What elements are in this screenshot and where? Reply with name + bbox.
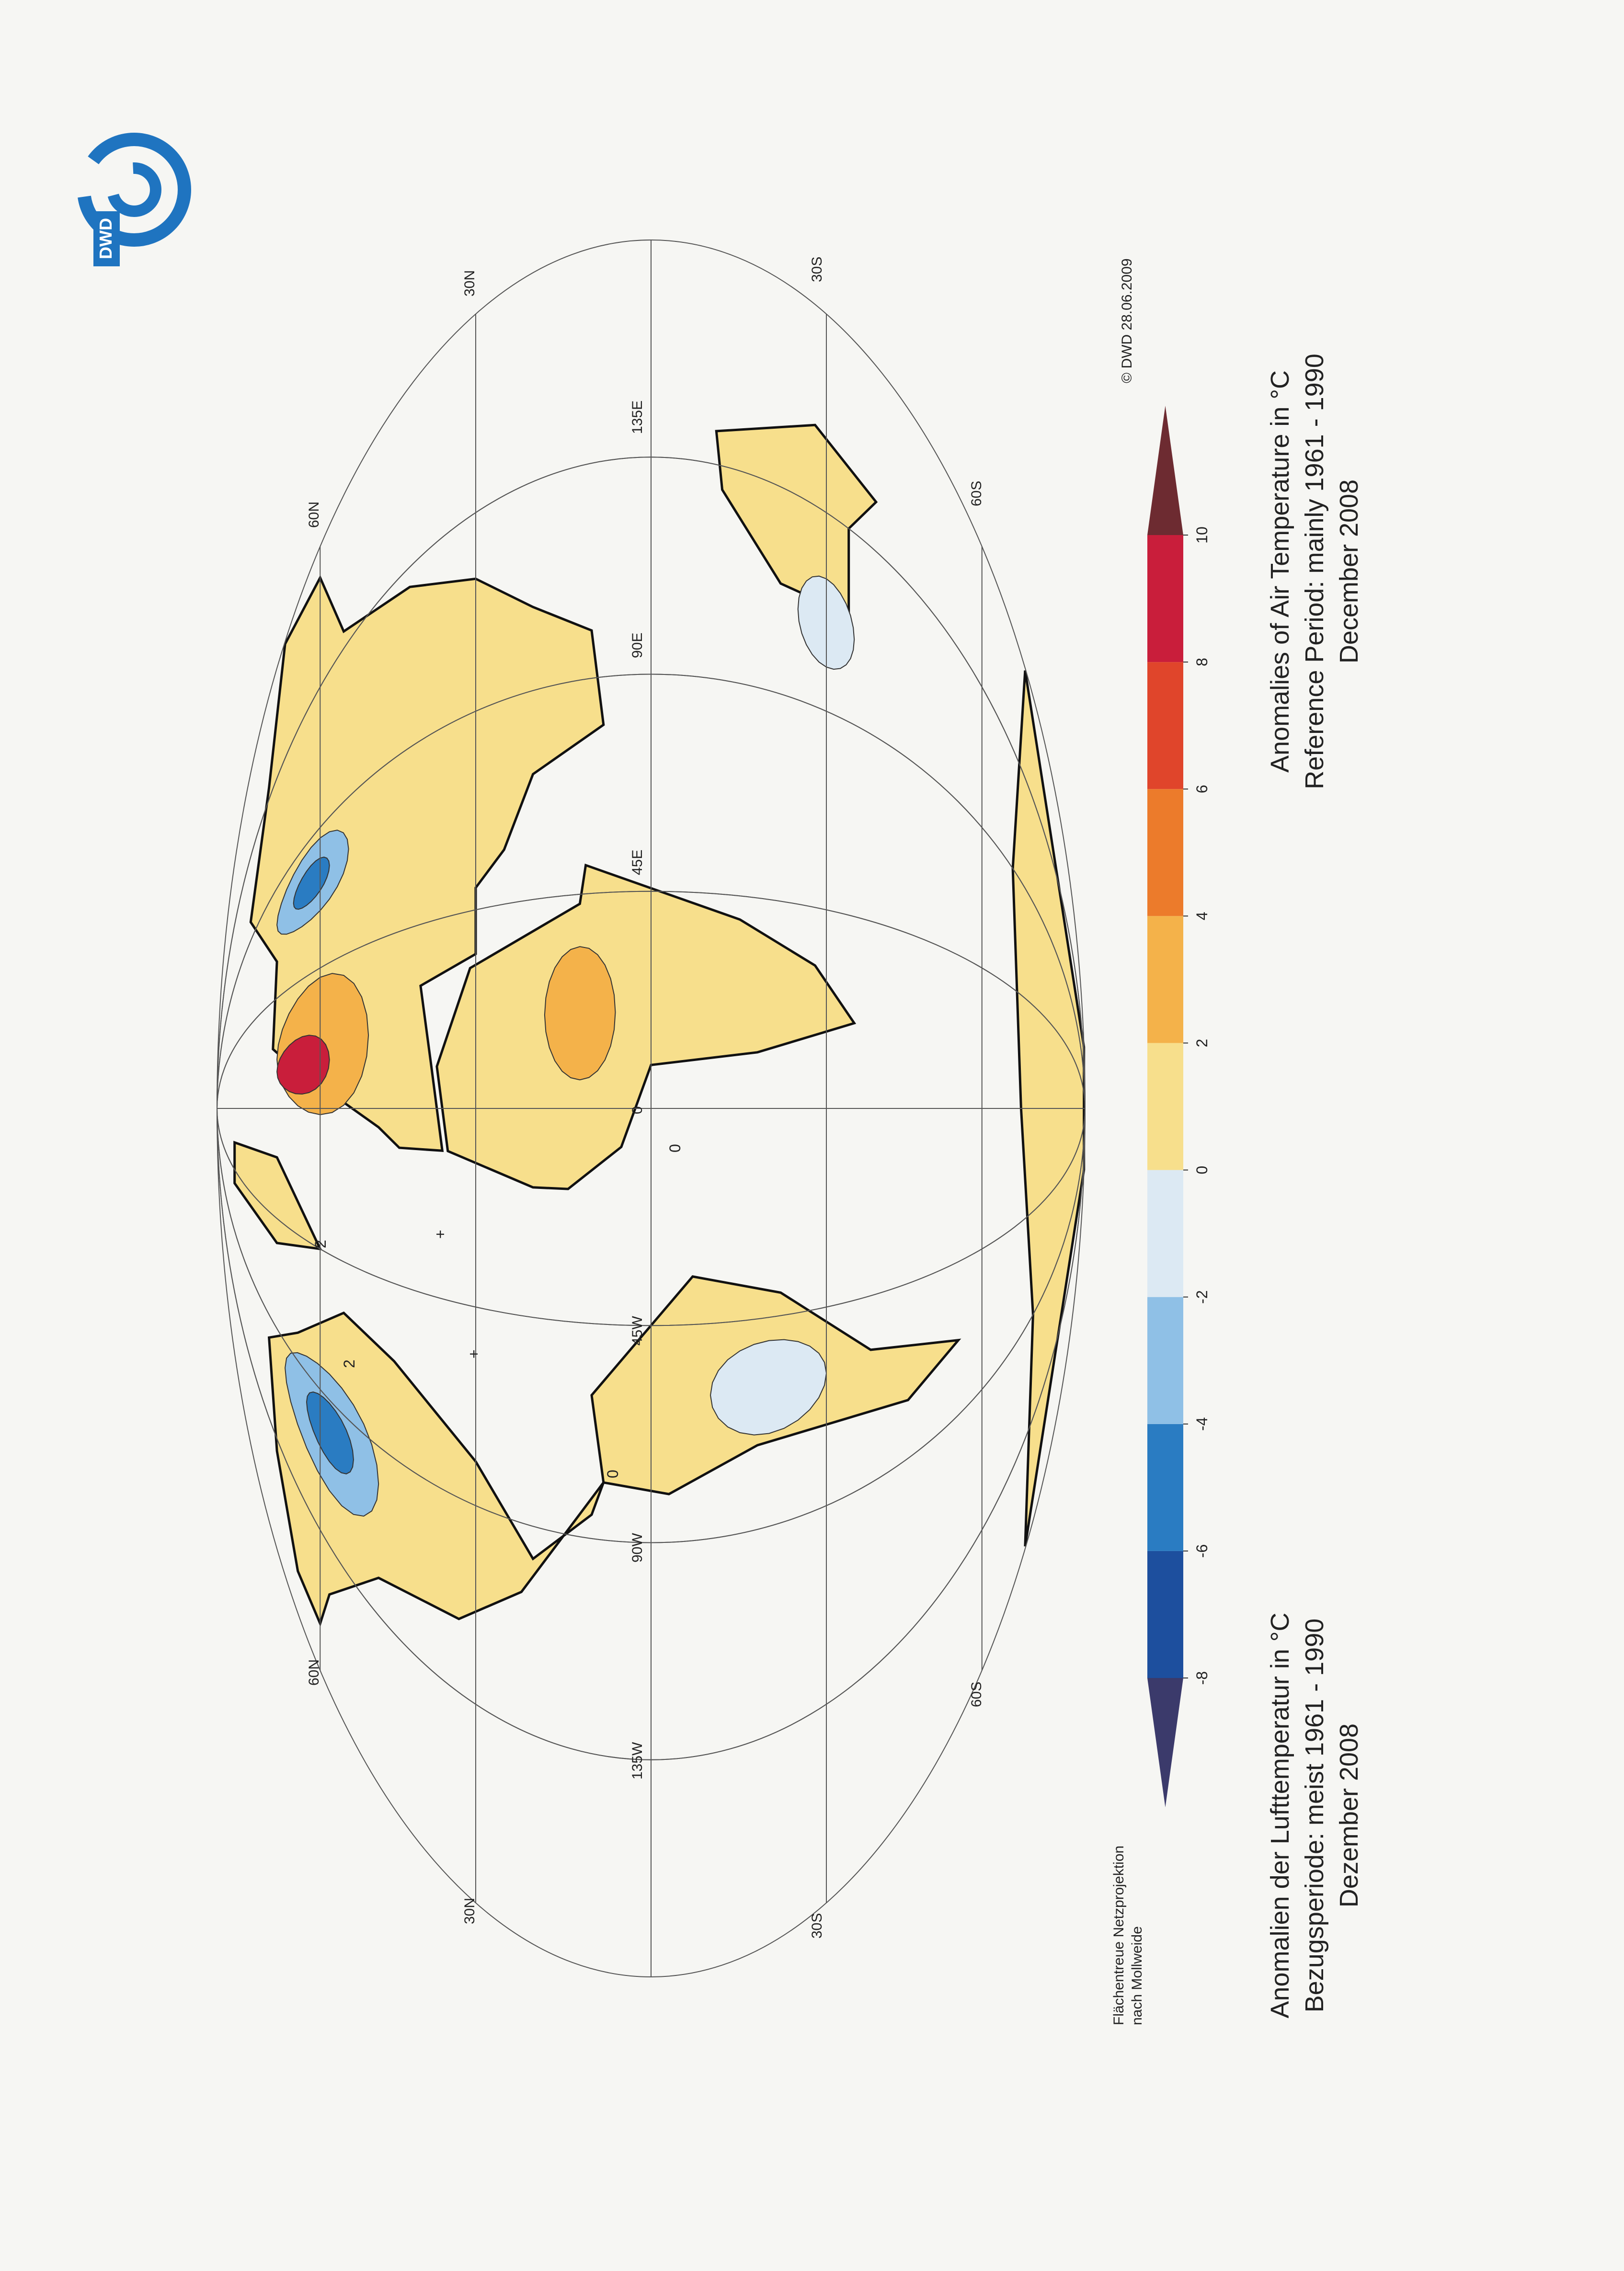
legend-tick-label: -2 [1193, 1290, 1211, 1303]
contour-label: + [465, 1349, 482, 1358]
legend-tick-label: 10 [1193, 526, 1211, 544]
title-english: Anomalies of Air Temperature in °C [1266, 370, 1294, 773]
projection-note: Flächentreue Netzprojektion [1111, 1846, 1127, 2025]
graticule-label: 30N [462, 270, 478, 297]
legend-segment [1147, 1297, 1183, 1424]
graticule-label: 0 [629, 1106, 645, 1114]
legend-arrow [1147, 406, 1183, 535]
anomaly-area [709, 1339, 827, 1436]
legend-segment [1147, 535, 1183, 662]
legend-segment [1147, 1424, 1183, 1551]
land [715, 423, 878, 616]
graticule-label: 90E [629, 633, 645, 658]
logo-box [93, 211, 120, 266]
title-german: Anomalien der Lufttemperatur in °C [1266, 1612, 1294, 2018]
legend-tick-label: -8 [1193, 1671, 1211, 1685]
legend-tick-label: -4 [1193, 1417, 1211, 1431]
contour-label: 0 [666, 1144, 684, 1153]
anomaly-area [276, 1035, 330, 1095]
contour-label: 0 [604, 1470, 621, 1478]
legend-tick-label: 0 [1193, 1166, 1211, 1175]
contour-label: 2 [341, 1359, 358, 1368]
legend-segment [1147, 1551, 1183, 1678]
subtitle-german: Bezugsperiode: meist 1961 - 1990 [1300, 1619, 1329, 2013]
legend-tick-label: 2 [1193, 1039, 1211, 1048]
legend-tick-label: -6 [1193, 1544, 1211, 1558]
graticule-label: 30S [809, 1913, 825, 1939]
graticule-label: 135E [629, 400, 645, 434]
graticule-label: 135W [629, 1742, 645, 1780]
legend-tick-label: 4 [1193, 912, 1211, 920]
legend-segment [1147, 916, 1183, 1043]
copyright: © DWD 28.06.2009 [1119, 258, 1135, 383]
subtitle-english: Reference Period: mainly 1961 - 1990 [1300, 354, 1329, 789]
graticule-label: 45W [629, 1316, 645, 1346]
graticule-label: 45E [629, 850, 645, 875]
graticule-label: 60N [306, 502, 322, 528]
land [435, 863, 857, 1190]
graticule-label: 60S [969, 1682, 984, 1707]
legend-segment [1147, 1043, 1183, 1170]
legend-segment [1147, 1170, 1183, 1297]
land [233, 1141, 322, 1251]
map: 30N 60N 135E 90E 45E 0 45W 90W 135W 60N 30N 30S 60S 6… [217, 240, 1086, 1977]
legend-segment [1147, 662, 1183, 789]
legend-segment [1147, 789, 1183, 916]
legend-arrow [1147, 1678, 1183, 1807]
graticule-label: 60S [969, 481, 984, 506]
contour-label: 2 [312, 1240, 329, 1248]
projection-note: nach Mollweide [1129, 1926, 1145, 2025]
legend-tick-label: 6 [1193, 785, 1211, 793]
rotated-sheet: DWD 30N 60N 135E 90E 45E 0 45W 90W 135W 60N 30N 30S… [77, 133, 1363, 2025]
color-legend: -8 -6 -4 -2 0 2 4 6 8 10 [1147, 406, 1211, 1807]
anomaly-area [306, 1391, 354, 1474]
legend-tick-label: 8 [1193, 658, 1211, 666]
graticule-label: 60N [306, 1659, 322, 1686]
logo-swirl [107, 162, 161, 217]
graticule-label: 90W [629, 1533, 645, 1563]
contour-label: + [432, 1230, 449, 1239]
logo-swirl [77, 133, 191, 247]
date-english: December 2008 [1335, 479, 1363, 663]
land [267, 1311, 605, 1627]
logo-text: DWD [96, 218, 115, 259]
graticule-label: 30N [462, 1898, 478, 1924]
graticule-label: 30S [809, 257, 825, 282]
logo: DWD [77, 133, 191, 266]
anomaly-area [544, 946, 616, 1081]
date-german: Dezember 2008 [1335, 1723, 1363, 1907]
